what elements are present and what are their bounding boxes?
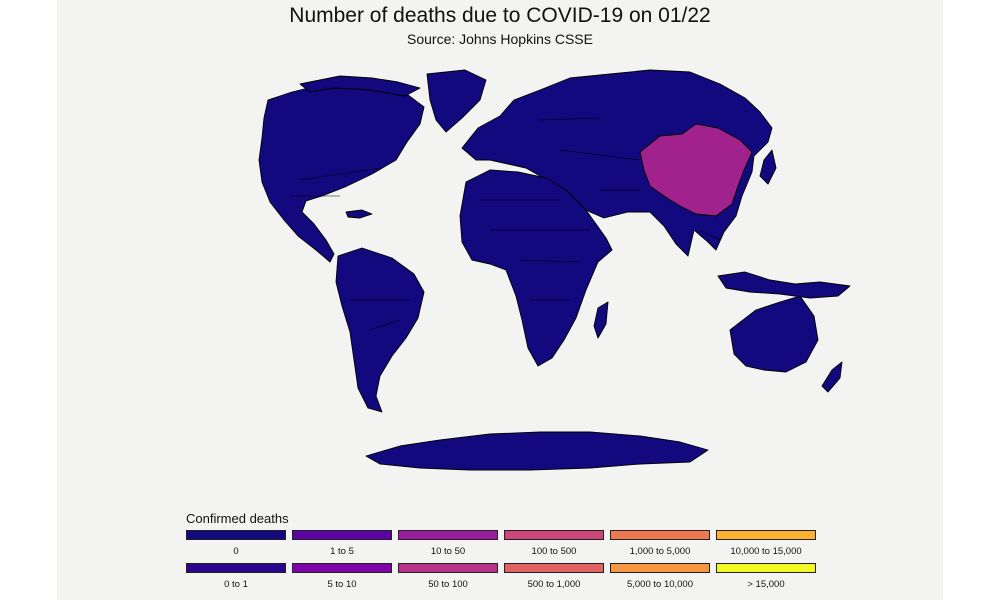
new-zealand-region[interactable] [821, 361, 843, 393]
legend-item: 1,000 to 5,000 [610, 530, 710, 557]
legend-swatch [610, 563, 710, 573]
legend-swatch [292, 563, 392, 573]
legend-swatch [716, 530, 816, 540]
legend-label: 0 to 1 [224, 579, 248, 590]
legend-label: 500 to 1,000 [527, 579, 581, 590]
legend-label: 5,000 to 10,000 [626, 579, 694, 590]
legend-item: 5,000 to 10,000 [610, 563, 710, 590]
legend-label: 10,000 to 15,000 [730, 546, 802, 557]
caribbean-region[interactable] [345, 209, 373, 219]
legend-title: Confirmed deaths [186, 511, 289, 526]
legend-swatch [398, 530, 498, 540]
legend-swatch [292, 530, 392, 540]
legend-item: 50 to 100 [398, 563, 498, 590]
legend-swatch [716, 563, 816, 573]
legend-swatch [186, 563, 286, 573]
legend-item: 100 to 500 [504, 530, 604, 557]
africa-region[interactable] [459, 169, 613, 367]
southeast-asia-islands-region[interactable] [717, 271, 851, 299]
legend-item: 0 [186, 530, 286, 557]
legend-label: 5 to 10 [327, 579, 357, 590]
legend-item: > 15,000 [716, 563, 816, 590]
legend-label: 0 [233, 546, 239, 557]
china-region[interactable] [639, 123, 753, 217]
legend-label: 1 to 5 [330, 546, 354, 557]
north-america-region[interactable] [258, 81, 425, 263]
legend-swatch [610, 530, 710, 540]
legend-swatch [398, 563, 498, 573]
legend-label: > 15,000 [747, 579, 785, 590]
antarctica-region[interactable] [365, 431, 709, 471]
legend-swatch [504, 563, 604, 573]
legend-item: 500 to 1,000 [504, 563, 604, 590]
legend-swatch [504, 530, 604, 540]
south-america-region[interactable] [335, 247, 425, 413]
legend-label: 10 to 50 [430, 546, 466, 557]
legend-item: 10,000 to 15,000 [716, 530, 816, 557]
greenland-region[interactable] [426, 69, 487, 133]
map-subtitle: Source: Johns Hopkins CSSE [407, 31, 593, 47]
madagascar-region[interactable] [593, 301, 609, 339]
legend-item: 1 to 5 [292, 530, 392, 557]
arctic-islands-region[interactable] [299, 75, 421, 97]
legend-swatch [186, 530, 286, 540]
legend-item: 5 to 10 [292, 563, 392, 590]
australia-region[interactable] [729, 295, 819, 373]
legend-label: 100 to 500 [531, 546, 577, 557]
legend-label: 1,000 to 5,000 [629, 546, 691, 557]
legend-label: 50 to 100 [428, 579, 468, 590]
japan-region[interactable] [759, 149, 777, 185]
legend-item: 0 to 1 [186, 563, 286, 590]
map-title: Number of deaths due to COVID-19 on 01/2… [289, 4, 711, 27]
country-borders [290, 117, 721, 331]
legend-item: 10 to 50 [398, 530, 498, 557]
